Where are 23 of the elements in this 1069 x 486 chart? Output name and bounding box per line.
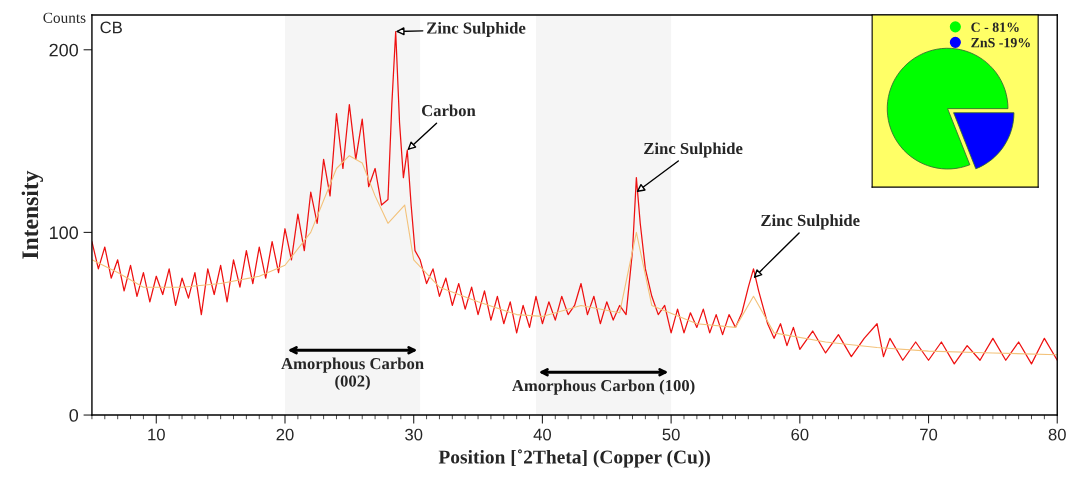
annotation: CB (100, 21, 122, 34)
text: Counts (43, 12, 86, 23)
x-tick-label: 40 (533, 428, 552, 441)
x-tick-label: 30 (405, 428, 423, 441)
y-tick-label: 0 (69, 408, 79, 422)
annotation: Zinc Sulphide (644, 142, 743, 158)
x-tick-label: 80 (1048, 428, 1066, 441)
annotation: Carbon (421, 104, 476, 117)
x-axis-title: Position [˚2Theta] (Copper (Cu)) (438, 449, 710, 468)
y-tick-label: 200 (49, 43, 79, 57)
legend-label: C - 81% (971, 22, 1019, 32)
y-axis-title: Intensity (21, 170, 44, 259)
y-tick-label: 100 (49, 226, 79, 240)
x-tick-label: 10 (148, 428, 165, 441)
x-tick-label: 50 (662, 428, 680, 441)
x-tick-label: 20 (276, 428, 294, 441)
band-label: Amorphous Carbon (002) (281, 357, 424, 391)
annotation: Zinc Sulphide (427, 21, 526, 38)
x-tick-label: 60 (791, 428, 809, 441)
band-label: Amorphous Carbon (100) (512, 379, 695, 395)
legend-label: ZnS -19% (971, 37, 1030, 48)
annotation: Zinc Sulphide (761, 214, 860, 230)
x-tick-label: 70 (920, 428, 938, 441)
